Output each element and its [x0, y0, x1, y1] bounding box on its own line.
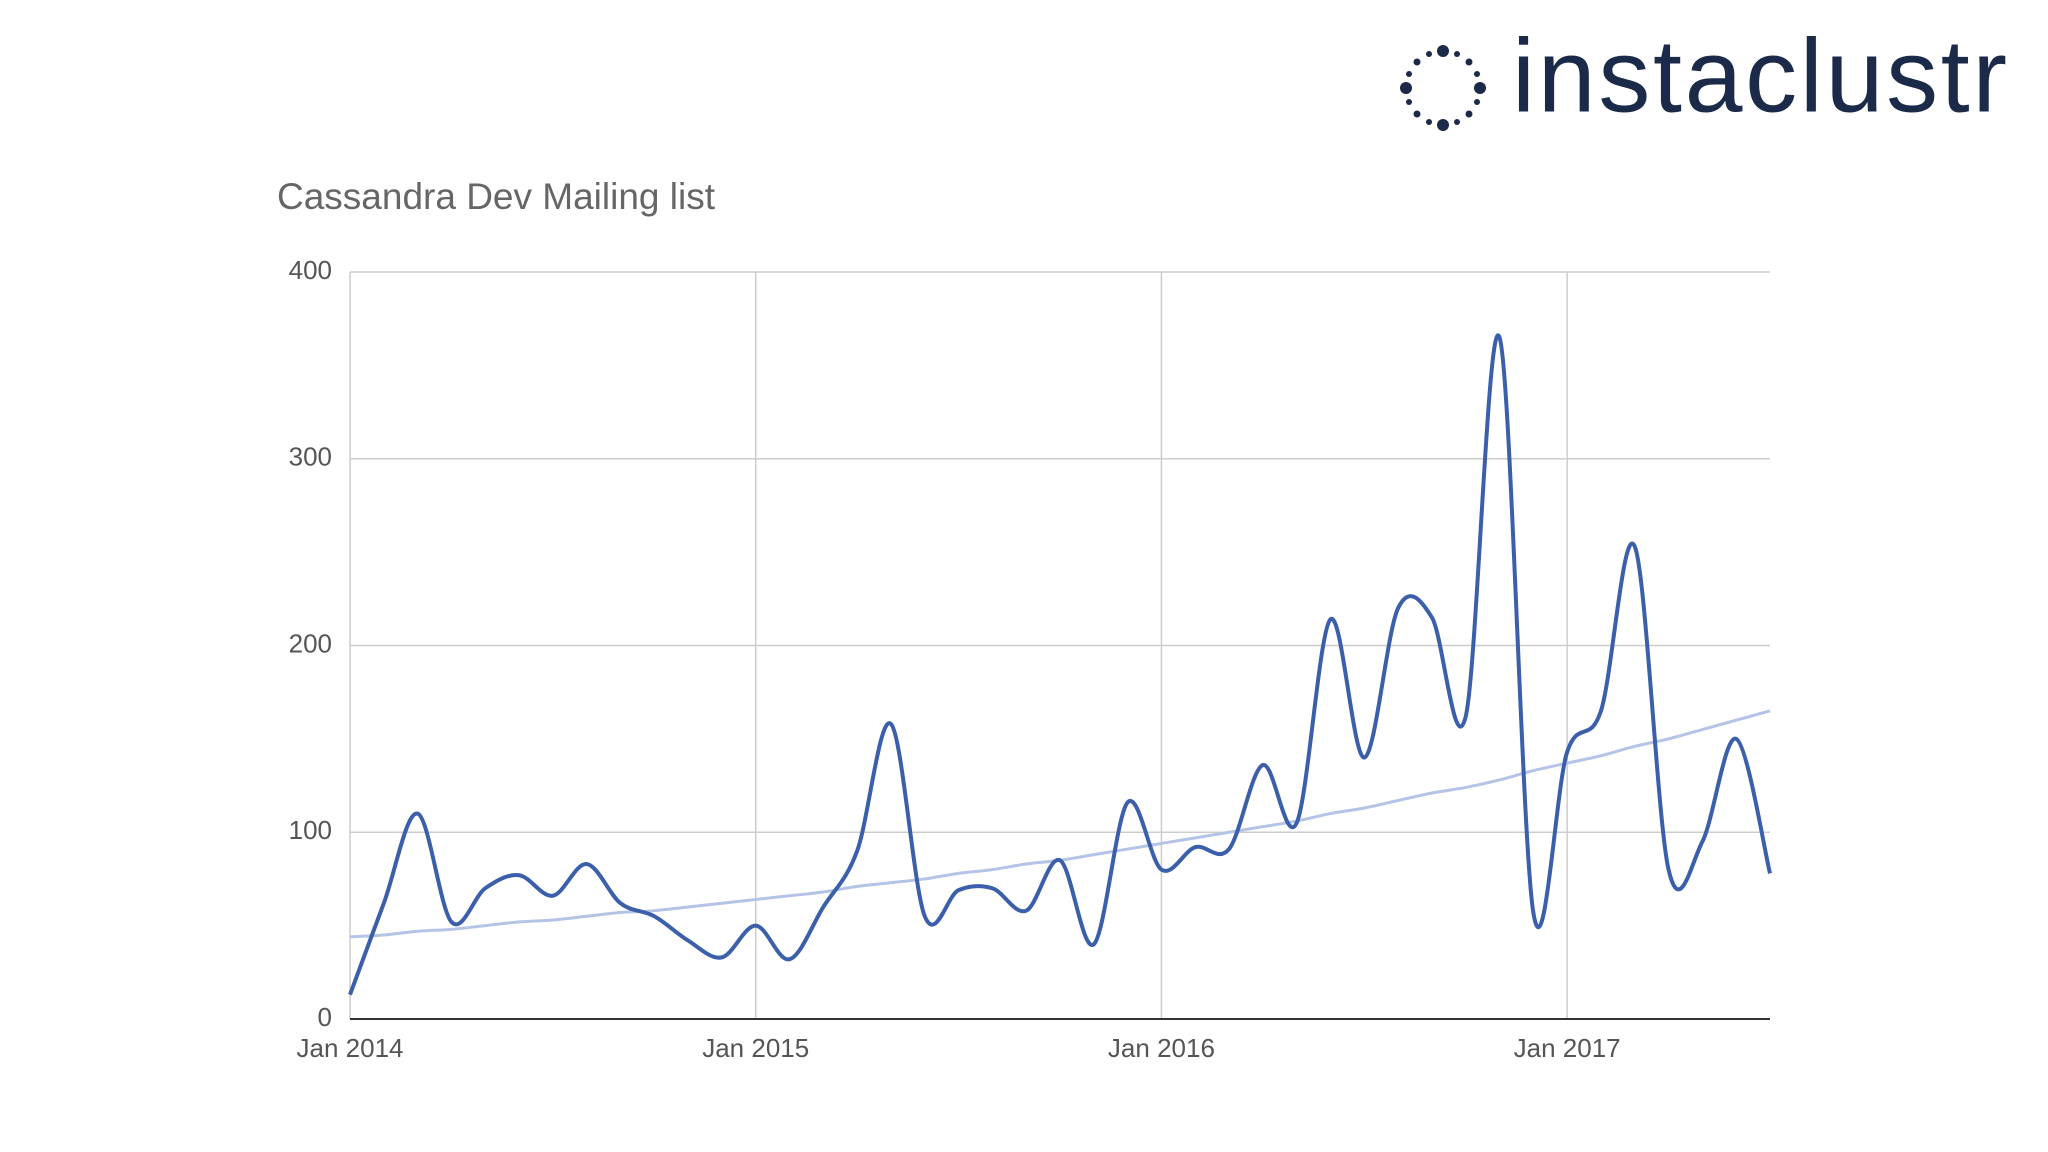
y-tick-label: 200: [289, 628, 332, 658]
chart-title: Cassandra Dev Mailing list: [277, 176, 716, 217]
x-tick-label: Jan 2016: [1108, 1033, 1215, 1063]
y-tick-label: 400: [289, 255, 332, 285]
x-tick-label: Jan 2014: [297, 1033, 404, 1063]
y-tick-label: 300: [289, 442, 332, 472]
y-tick-label: 100: [289, 815, 332, 845]
logo-icon: [1400, 45, 1486, 131]
x-tick-label: Jan 2015: [702, 1033, 809, 1063]
series-line: [348, 333, 1772, 996]
x-tick-label: Jan 2017: [1514, 1033, 1621, 1063]
y-tick-label: 0: [318, 1002, 332, 1032]
logo-text: instaclustr: [1512, 18, 2007, 134]
